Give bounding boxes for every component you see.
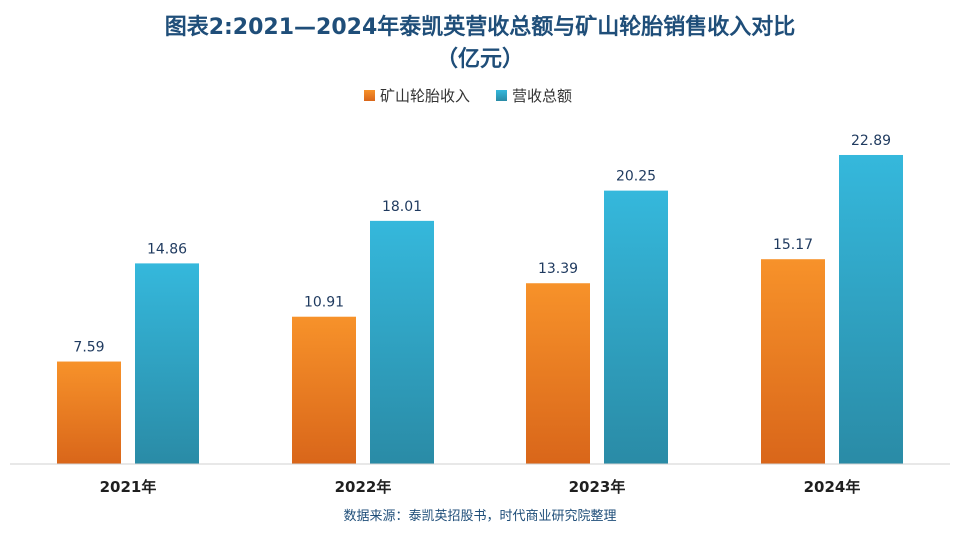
- chart-subtitle: （亿元）: [436, 47, 524, 72]
- value-label-3-0: 15.17: [773, 237, 813, 253]
- value-label-1-0: 10.91: [304, 295, 344, 311]
- legend: 矿山轮胎收入 营收总额: [364, 87, 572, 105]
- bar-1-0: [292, 316, 356, 464]
- legend-swatch-1: [496, 90, 507, 101]
- bar-0-0: [57, 361, 121, 464]
- legend-label-0: 矿山轮胎收入: [380, 87, 470, 105]
- legend-swatch-0: [364, 90, 375, 101]
- value-label-1-1: 18.01: [382, 199, 422, 215]
- plot-area: 7.59 14.86 2021年 10.91 18.01 2022年 13.39 20.25 2…: [57, 133, 903, 496]
- x-tick-label-2: 2023年: [569, 478, 626, 496]
- bar-2-1: [604, 190, 668, 464]
- legend-label-1: 营收总额: [512, 87, 572, 105]
- value-label-0-1: 14.86: [147, 241, 187, 257]
- bar-3-1: [839, 154, 903, 465]
- bar-1-1: [370, 220, 434, 464]
- value-label-0-0: 7.59: [73, 340, 104, 356]
- value-label-2-1: 20.25: [616, 169, 656, 185]
- x-tick-label-0: 2021年: [100, 478, 157, 496]
- x-tick-label-3: 2024年: [804, 478, 861, 496]
- value-label-3-1: 22.89: [851, 133, 891, 149]
- bar-0-1: [135, 263, 199, 464]
- source-note: 数据来源：泰凯英招股书，时代商业研究院整理: [343, 509, 616, 524]
- value-label-2-0: 13.39: [538, 261, 578, 277]
- bar-3-0: [761, 259, 825, 464]
- bar-2-0: [526, 283, 590, 464]
- x-tick-label-1: 2022年: [335, 478, 392, 496]
- chart-title: 图表2:2021—2024年泰凯英营收总额与矿山轮胎销售收入对比: [165, 14, 796, 40]
